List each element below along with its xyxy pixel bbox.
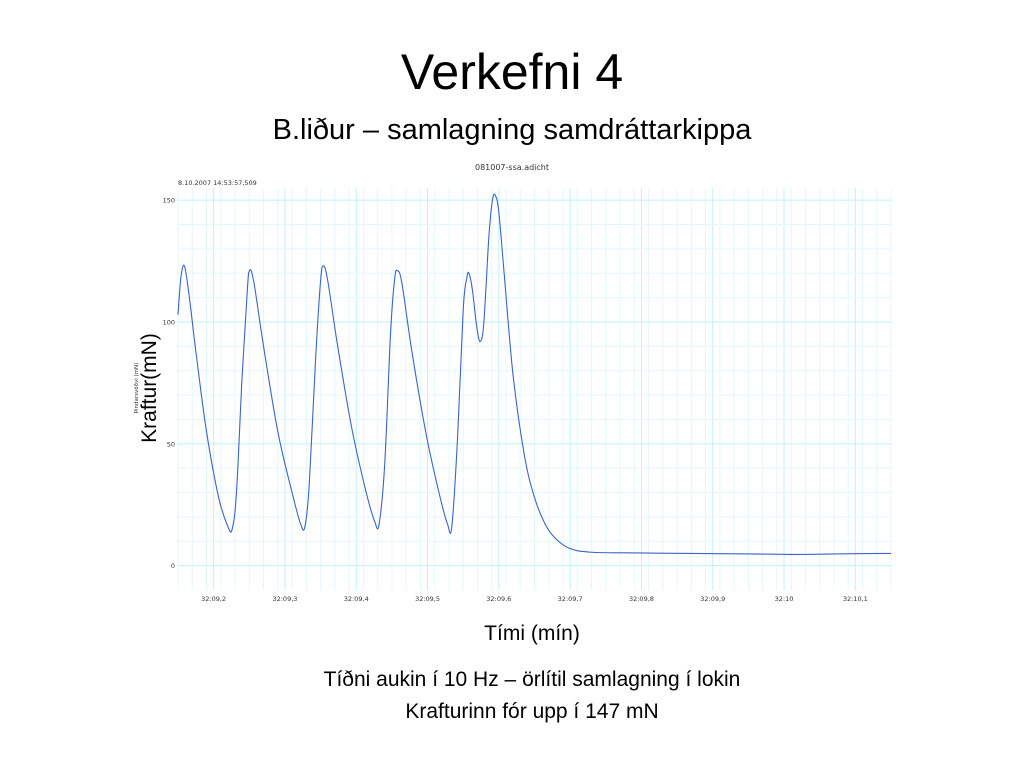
x-tick-label: 32:09,3	[272, 595, 297, 603]
x-tick-label: 32:09,5	[415, 595, 440, 603]
y-tick-label: 150	[163, 197, 175, 205]
x-tick-label: 32:09,6	[486, 595, 511, 603]
x-tick-label: 32:09,4	[344, 595, 369, 603]
x-tick-label: 32:09,7	[558, 595, 583, 603]
x-tick-label: 32:09,2	[201, 595, 226, 603]
x-tick-label: 32:10,1	[843, 595, 868, 603]
slide-title: Verkefni 4	[400, 44, 624, 100]
chart-y-axis-label: Þindarsvöðvi (mN)	[134, 363, 140, 414]
y-tick-labels: 0 50 100 150	[163, 197, 175, 570]
x-tick-labels: 32:09,2 32:09,3 32:09,4 32:09,5 32:09,6 32:09…	[201, 595, 868, 603]
x-tick-label: 32:10	[775, 595, 794, 603]
grid	[177, 188, 892, 590]
series-line	[177, 193, 892, 555]
y-tick-label: 100	[163, 319, 175, 327]
x-tick-label: 32:09,8	[629, 595, 654, 603]
chart-timestamp: 8.10.2007 14:53:57,509	[178, 179, 257, 187]
slide-subtitle: B.liður – samlagning samdráttarkippa	[272, 114, 752, 146]
chart-title: 081007-ssa.adicht	[475, 163, 549, 172]
x-axis-label: Tími (mín)	[484, 622, 580, 645]
y-axis-label: Kraftur(mN)	[138, 333, 161, 443]
y-tick-label: 0	[171, 562, 175, 570]
x-tick-label: 32:09,9	[700, 595, 725, 603]
y-tick-label: 50	[167, 440, 175, 448]
caption-line-2: Krafturinn fór upp í 147 mN	[405, 700, 659, 723]
caption-line-1: Tíðni aukin í 10 Hz – örlítil samlagning…	[323, 668, 741, 691]
